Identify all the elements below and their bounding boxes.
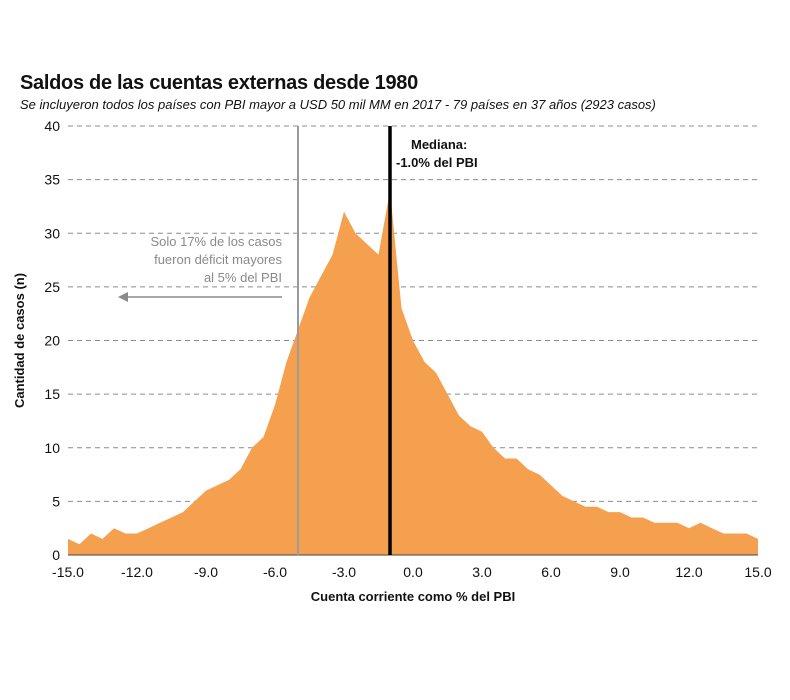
x-tick-label: 3.0 (472, 564, 492, 580)
x-tick-label: 6.0 (541, 564, 561, 580)
x-tick-label: 15.0 (744, 564, 771, 580)
deficit-annotation: fueron déficit mayores (154, 252, 282, 267)
x-tick-label: -6.0 (263, 564, 287, 580)
deficit-annotation: Solo 17% de los casos (150, 234, 282, 249)
median-annotation: -1.0% del PBI (396, 155, 478, 170)
x-tick-label: -9.0 (194, 564, 218, 580)
deficit-arrow-head (118, 292, 128, 302)
y-tick-label: 20 (44, 333, 60, 349)
y-tick-label: 15 (44, 386, 60, 402)
chart-subtitle: Se incluyeron todos los países con PBI m… (20, 97, 656, 112)
x-tick-label: 12.0 (675, 564, 702, 580)
y-tick-label: 40 (44, 118, 60, 134)
y-axis-label: Cantidad de casos (n) (12, 273, 27, 408)
y-tick-label: 0 (52, 547, 60, 563)
median-annotation: Mediana: (411, 137, 467, 152)
x-tick-label: 0.0 (403, 564, 423, 580)
deficit-annotation: al 5% del PBI (204, 270, 282, 285)
x-tick-label: -12.0 (121, 564, 153, 580)
x-axis-label: Cuenta corriente como % del PBI (311, 589, 515, 604)
y-tick-label: 35 (44, 172, 60, 188)
y-tick-label: 25 (44, 279, 60, 295)
y-tick-label: 10 (44, 440, 60, 456)
y-tick-label: 5 (52, 493, 60, 509)
x-tick-label: 9.0 (610, 564, 630, 580)
chart-title: Saldos de las cuentas externas desde 198… (20, 72, 418, 94)
x-tick-label: -3.0 (332, 564, 356, 580)
y-tick-label: 30 (44, 225, 60, 241)
x-tick-label: -15.0 (52, 564, 84, 580)
distribution-area (68, 190, 758, 555)
